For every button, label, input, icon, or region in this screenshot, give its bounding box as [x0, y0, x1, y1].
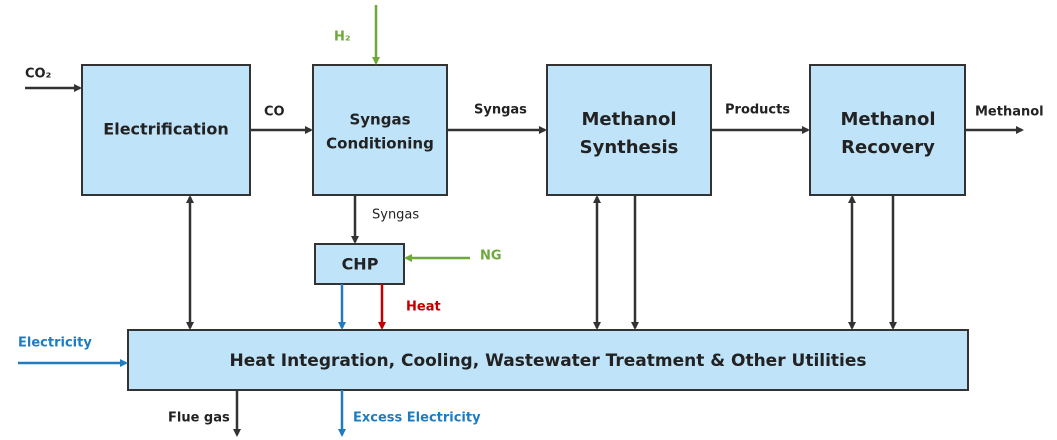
node-label: Synthesis [580, 137, 679, 158]
flow-label: Flue gas [168, 411, 230, 426]
node-label: Conditioning [326, 135, 434, 153]
flow-label: NG [480, 249, 502, 264]
flow-label: Syngas [372, 208, 419, 223]
flow-label: Electricity [18, 336, 92, 351]
flow-label: CO [264, 105, 285, 120]
box [81, 64, 251, 196]
node-label: Recovery [841, 137, 935, 158]
node-label: Heat Integration, Cooling, Wastewater Tr… [229, 351, 866, 371]
flow-label: Methanol [975, 105, 1044, 120]
node-label: Methanol [581, 109, 676, 130]
flow-label: Syngas [474, 103, 527, 118]
node-label: Syngas [349, 111, 410, 129]
flow-label: Excess Electricity [353, 411, 481, 426]
box [546, 64, 712, 196]
flow-label: H₂ [334, 30, 351, 45]
node-label: Methanol [840, 109, 935, 130]
flow-label: Heat [406, 300, 441, 315]
box [809, 64, 966, 196]
node-label: CHP [342, 255, 379, 274]
box [314, 243, 405, 285]
flow-label: CO₂ [25, 67, 51, 82]
box [127, 329, 969, 391]
flow-label: Products [725, 103, 790, 118]
node-label: Electrification [103, 120, 228, 139]
box [312, 64, 448, 196]
